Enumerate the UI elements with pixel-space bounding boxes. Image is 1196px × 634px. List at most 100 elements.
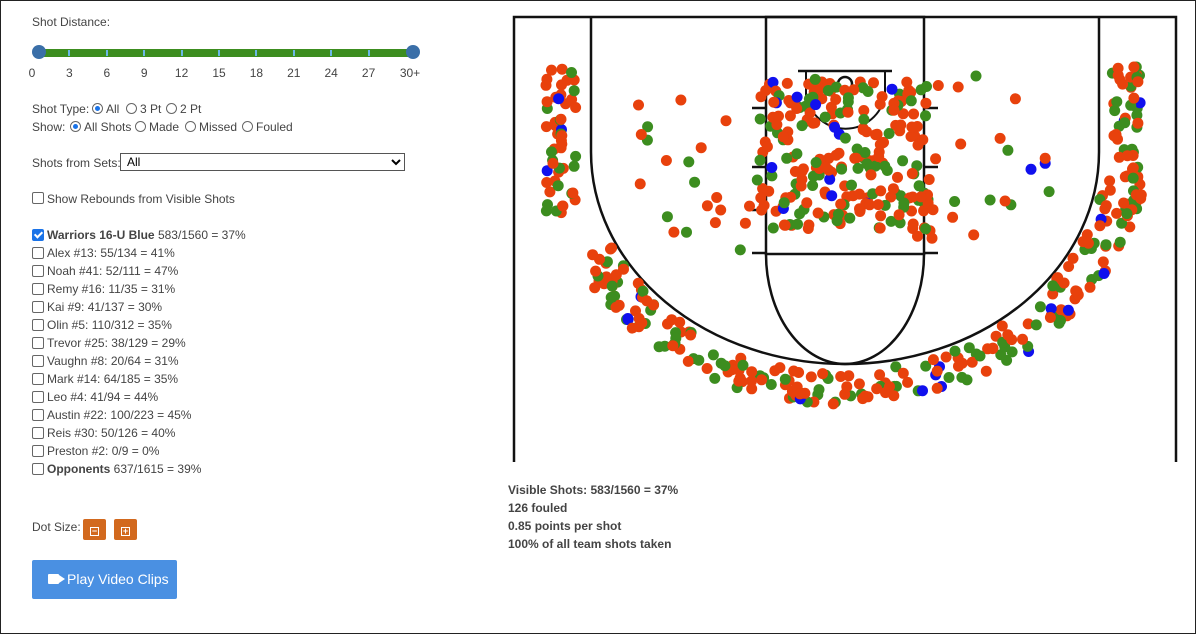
- shot-dot: [1044, 312, 1056, 323]
- player-row[interactable]: Warriors 16-U Blue 583/1560 = 37%: [47, 228, 246, 242]
- shot-dot: [1116, 217, 1128, 229]
- player-stats: 0/9 = 0%: [111, 444, 160, 458]
- player-row[interactable]: Reis #30: 50/126 = 40%: [47, 426, 175, 440]
- player-checkbox[interactable]: [32, 463, 44, 475]
- player-row[interactable]: Noah #41: 52/111 = 47%: [47, 264, 178, 278]
- dot-size-increase-button[interactable]: +: [114, 519, 137, 540]
- shot-type-2pt-radio[interactable]: [166, 103, 177, 114]
- player-checkbox[interactable]: [32, 373, 44, 385]
- shot-dot: [854, 206, 866, 217]
- player-checkbox[interactable]: [32, 283, 44, 295]
- show-fouled-label: Fouled: [256, 120, 293, 134]
- show-missed-radio[interactable]: [185, 121, 196, 132]
- video-camera-icon: [48, 574, 59, 584]
- shot-dot: [835, 198, 847, 210]
- shot-dot: [887, 183, 899, 195]
- player-checkbox[interactable]: [32, 391, 44, 403]
- shot-dot: [927, 204, 939, 216]
- player-checkbox[interactable]: [32, 247, 44, 259]
- shot-dot: [1109, 105, 1121, 117]
- show-all-radio[interactable]: [70, 121, 81, 132]
- shot-dot: [755, 192, 767, 204]
- distance-tick-label: 15: [212, 66, 226, 80]
- shot-dot: [1104, 175, 1116, 187]
- shot-dot: [634, 178, 646, 190]
- player-row[interactable]: Kai #9: 41/137 = 30%: [47, 300, 162, 314]
- shot-dot: [906, 121, 918, 133]
- shot-dot: [739, 217, 751, 229]
- shot-dot: [987, 342, 999, 354]
- shot-dot: [827, 398, 839, 410]
- player-checkbox[interactable]: [32, 427, 44, 439]
- player-name: Reis #30:: [47, 426, 98, 440]
- player-row[interactable]: Mark #14: 64/185 = 35%: [47, 372, 178, 386]
- player-checkbox[interactable]: [32, 445, 44, 457]
- distance-tick-label: 21: [287, 66, 301, 80]
- shot-dot: [803, 219, 815, 231]
- player-row[interactable]: Austin #22: 100/223 = 45%: [47, 408, 191, 422]
- player-row[interactable]: Remy #16: 11/35 = 31%: [47, 282, 175, 296]
- player-row[interactable]: Opponents 637/1615 = 39%: [47, 462, 201, 476]
- distance-tick-label: 6: [103, 66, 111, 80]
- shot-dot: [824, 173, 836, 185]
- shot-dot: [796, 120, 808, 132]
- points-per-shot-stat: 0.85 points per shot: [508, 519, 622, 533]
- player-checkbox[interactable]: [32, 409, 44, 421]
- shot-dot: [1127, 162, 1139, 174]
- shot-dot: [1053, 317, 1065, 329]
- player-checkbox[interactable]: [32, 229, 44, 241]
- shot-type-all-label: All: [106, 102, 120, 116]
- player-checkbox[interactable]: [32, 337, 44, 349]
- player-row[interactable]: Trevor #25: 38/129 = 29%: [47, 336, 186, 350]
- player-checkbox[interactable]: [32, 319, 44, 331]
- shot-dot: [820, 161, 832, 173]
- shot-dot: [859, 147, 871, 158]
- shot-dot: [1002, 329, 1014, 341]
- shot-dot: [996, 320, 1008, 332]
- shot-dot: [767, 222, 779, 234]
- dot-size-decrease-button[interactable]: −: [83, 519, 106, 540]
- distance-max-handle[interactable]: [406, 45, 420, 59]
- shot-dot: [1112, 69, 1124, 81]
- distance-slider-track[interactable]: [39, 49, 413, 57]
- player-row[interactable]: Olin #5: 110/312 = 35%: [47, 318, 172, 332]
- shot-dot: [839, 132, 851, 144]
- shot-dot: [553, 93, 565, 105]
- play-video-clips-label: Play Video Clips: [67, 571, 169, 587]
- player-stats: 11/35 = 31%: [108, 282, 176, 296]
- shot-dot: [795, 180, 807, 192]
- fouled-stat: 126 fouled: [508, 501, 568, 515]
- shot-dot: [744, 200, 755, 212]
- shot-dot: [931, 365, 943, 377]
- shot-dot: [853, 378, 865, 390]
- shot-dot: [829, 121, 841, 133]
- shot-dot: [681, 226, 692, 238]
- distance-min-handle[interactable]: [32, 45, 46, 59]
- sets-select[interactable]: All: [120, 153, 405, 171]
- shot-dot: [568, 160, 580, 172]
- player-row[interactable]: Preston #2: 0/9 = 0%: [47, 444, 159, 458]
- shot-dot: [810, 157, 822, 168]
- player-checkbox[interactable]: [32, 301, 44, 313]
- shot-dot: [773, 110, 784, 122]
- show-fouled-radio[interactable]: [242, 121, 253, 132]
- player-checkbox[interactable]: [32, 265, 44, 277]
- shot-dot: [943, 372, 955, 383]
- rebounds-checkbox[interactable]: [32, 192, 44, 204]
- shot-dot: [857, 393, 869, 405]
- shot-dot: [791, 103, 803, 114]
- shot-type-all-radio[interactable]: [92, 103, 103, 114]
- show-made-radio[interactable]: [135, 121, 146, 132]
- play-video-clips-button[interactable]: Play Video Clips: [32, 560, 177, 599]
- player-row[interactable]: Leo #4: 41/94 = 44%: [47, 390, 158, 404]
- shot-dot: [1131, 109, 1143, 121]
- shot-type-3pt-radio[interactable]: [126, 103, 137, 114]
- shot-dot: [885, 215, 897, 227]
- shot-dot: [913, 180, 925, 192]
- shot-dot: [1111, 96, 1123, 108]
- player-checkbox[interactable]: [32, 355, 44, 367]
- player-row[interactable]: Alex #13: 55/134 = 41%: [47, 246, 175, 260]
- shot-dot: [701, 363, 713, 374]
- player-row[interactable]: Vaughn #8: 20/64 = 31%: [47, 354, 179, 368]
- shot-dot: [636, 317, 648, 329]
